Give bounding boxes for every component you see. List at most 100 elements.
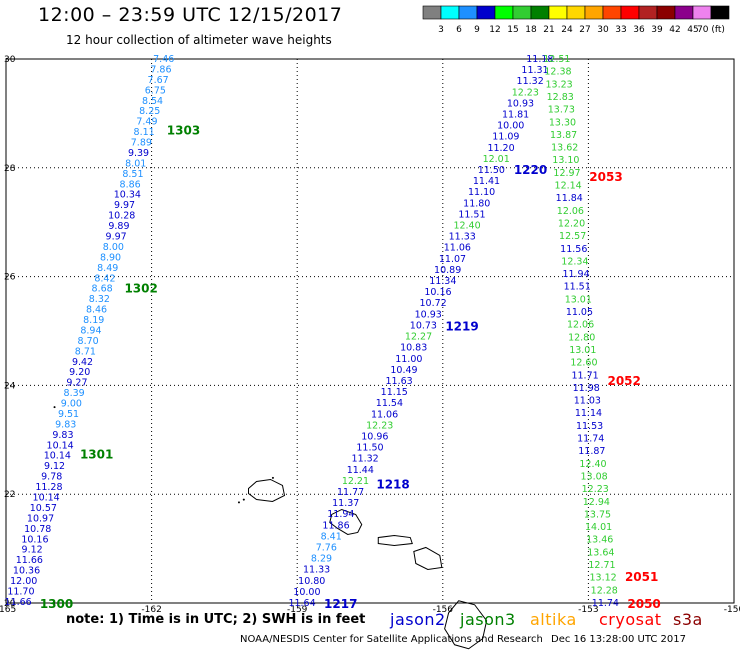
wave-height-value: 8.00: [103, 242, 124, 253]
wave-height-value: 11.74: [577, 434, 604, 445]
wave-height-value: 7.76: [316, 542, 337, 553]
wave-height-value: 11.63: [386, 376, 413, 387]
wave-height-value: 8.11: [134, 127, 155, 138]
wave-height-value: 11.94: [327, 509, 354, 520]
wave-height-value: 11.18: [526, 54, 553, 65]
wave-height-value: 12.23: [512, 87, 539, 98]
wave-height-value: 11.77: [337, 487, 364, 498]
wave-height-value: 12.23: [366, 420, 393, 431]
colorbar-label: 9: [474, 25, 480, 35]
wave-height-value: 9.12: [44, 461, 65, 472]
wave-height-value: 11.33: [303, 565, 330, 576]
lon-tick-label: -150: [724, 605, 740, 615]
colorbar-label: 27: [579, 25, 590, 35]
wave-height-value: 10.93: [507, 98, 534, 109]
colorbar-label: 12: [489, 25, 500, 35]
pass-time-label: 1219: [445, 320, 478, 334]
wave-height-value: 11.34: [429, 276, 456, 287]
wave-height-value: 10.00: [497, 121, 524, 132]
wave-height-value: 10.16: [21, 534, 48, 545]
islet: [53, 406, 56, 409]
wave-height-value: 10.14: [47, 440, 74, 451]
wave-height-value: 10.72: [419, 298, 446, 309]
pass-time-label: 2051: [625, 570, 658, 584]
lat-tick-label: 30: [4, 55, 16, 65]
wave-height-value: 13.46: [586, 535, 613, 546]
wave-height-value: 8.29: [311, 554, 332, 565]
pass-time-label: 1301: [80, 447, 113, 461]
wave-height-value: 6.75: [145, 85, 166, 96]
wave-height-value: 9.39: [128, 148, 149, 159]
wave-height-value: 11.87: [578, 446, 605, 457]
wave-height-value: 10.00: [293, 587, 320, 598]
wave-height-value: 10.34: [114, 190, 141, 201]
colorbar-swatch: [710, 5, 730, 20]
wave-height-value: 12.06: [567, 320, 594, 331]
wave-height-value: 13.23: [546, 79, 573, 90]
wave-height-value: 8.70: [78, 336, 99, 347]
wave-height-value: 11.86: [322, 520, 349, 531]
islet: [237, 501, 240, 504]
wave-height-value: 11.98: [573, 383, 600, 394]
wave-height-value: 8.86: [120, 179, 141, 190]
colorbar-label: 18: [525, 25, 537, 35]
wave-height-value: 14.01: [585, 522, 612, 533]
wave-height-value: 8.94: [80, 325, 101, 336]
wave-height-value: 8.01: [125, 158, 146, 169]
wave-height-value: 13.87: [550, 130, 577, 141]
lat-tick-label: 26: [4, 273, 16, 283]
wave-height-value: 7.86: [150, 64, 171, 75]
wave-height-value: 8.19: [83, 315, 104, 326]
legend-cryosat: cryosat: [599, 610, 662, 629]
pass-time-label: 1300: [40, 597, 73, 611]
wave-height-value: 8.49: [97, 263, 118, 274]
colorbar-label: 33: [615, 25, 626, 35]
wave-height-value: 9.78: [41, 472, 62, 483]
wave-height-value: 10.93: [415, 309, 442, 320]
wave-height-value: 12.28: [591, 585, 618, 596]
wave-height-value: 13.10: [552, 155, 579, 166]
wave-height-value: 8.32: [89, 294, 110, 305]
wave-height-value: 10.36: [13, 566, 40, 577]
wave-height-value: 7.46: [153, 54, 174, 65]
wave-height-value: 8.68: [92, 284, 113, 295]
colorbar-label: 36: [633, 25, 645, 35]
wave-height-value: 10.83: [400, 343, 427, 354]
wave-height-value: 12.94: [583, 497, 610, 508]
wave-height-value: 9.42: [72, 357, 93, 368]
wave-height-value: 9.89: [108, 221, 129, 232]
wave-height-value: 11.53: [576, 421, 603, 432]
wave-height-value: 8.54: [142, 96, 163, 107]
lat-tick-label: 24: [4, 381, 16, 391]
wave-height-value: 11.50: [478, 165, 505, 176]
wave-height-value: 12.40: [579, 459, 606, 470]
wave-height-value: 11.31: [521, 65, 548, 76]
wave-height-value: 11.41: [473, 176, 500, 187]
wave-height-value: 8.51: [122, 169, 143, 180]
lat-tick-label: 28: [4, 164, 16, 174]
wave-height-value: 11.00: [395, 354, 422, 365]
wave-height-value: 9.83: [55, 419, 76, 430]
wave-height-value: 11.03: [574, 396, 601, 407]
wave-height-value: 8.46: [86, 305, 107, 316]
wave-height-value: 12.20: [558, 218, 585, 229]
wave-height-value: 10.80: [298, 576, 325, 587]
wave-height-value: 12.83: [547, 92, 574, 103]
colorbar-label: 21: [543, 25, 554, 35]
wave-height-value: 12.06: [557, 206, 584, 217]
wave-height-value: 13.01: [565, 294, 592, 305]
colorbar-label: 6: [456, 25, 462, 35]
wave-height-value: 13.75: [584, 509, 611, 520]
wave-height-value: 12.00: [10, 576, 37, 587]
wave-height-value: 13.12: [590, 573, 617, 584]
pass-time-label: 2050: [627, 597, 660, 611]
wave-height-value: 10.16: [424, 287, 451, 298]
wave-height-value: 11.81: [502, 110, 529, 121]
credit-line: NOAA/NESDIS Center for Satellite Applica…: [240, 634, 543, 645]
wave-height-value: 11.66: [16, 555, 43, 566]
wave-height-value: 12.01: [483, 154, 510, 165]
wave-height-value: 12.21: [342, 476, 369, 487]
wave-height-value: 11.64: [288, 598, 315, 609]
wave-height-value: 11.54: [376, 398, 403, 409]
